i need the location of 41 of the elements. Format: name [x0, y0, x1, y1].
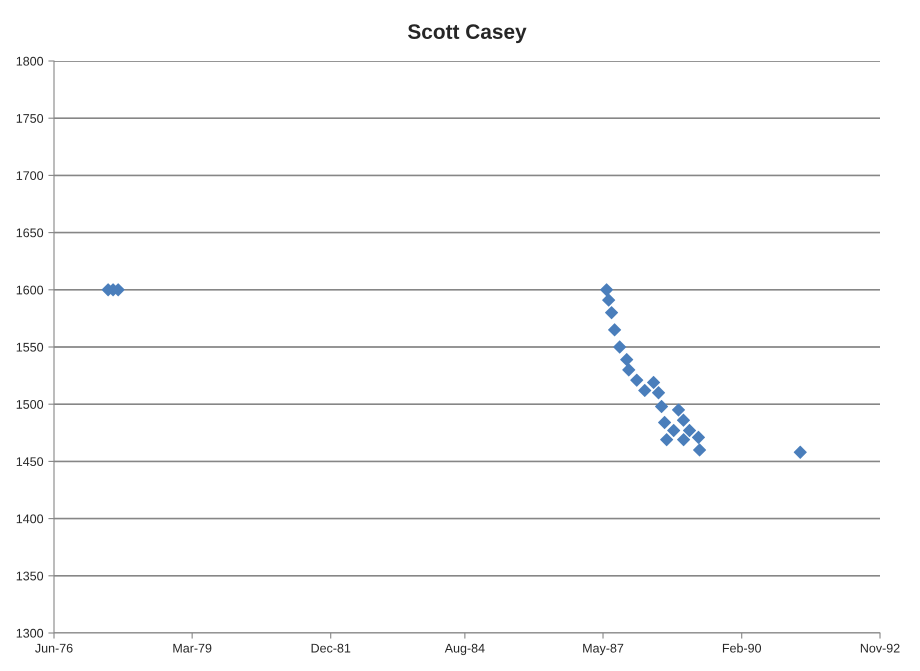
y-tick-label: 1450 — [16, 457, 44, 466]
point — [647, 376, 660, 390]
point — [794, 446, 807, 459]
point — [654, 400, 668, 414]
y-tick-label: 1500 — [16, 400, 44, 409]
y-tick-label: 1750 — [16, 114, 44, 123]
point — [630, 374, 644, 387]
x-tick-label: Feb-90 — [722, 643, 762, 653]
point — [693, 443, 706, 457]
point — [608, 323, 622, 336]
x-tick-label: Dec-81 — [312, 644, 350, 653]
x-tick-label: May-87 — [583, 644, 624, 656]
point — [620, 353, 634, 366]
y-tick-label: 1350 — [16, 572, 44, 580]
y-tick-label: 1400 — [16, 514, 44, 524]
y-tick-label: 1700 — [16, 171, 44, 180]
y-tick-label: 1650 — [16, 228, 44, 238]
point — [667, 424, 680, 438]
x-tick-label: Aug-84 — [444, 644, 485, 656]
point — [658, 416, 672, 430]
y-tick-label: 1600 — [16, 286, 44, 294]
y-tick-label: 1550 — [16, 342, 44, 352]
y-tick-label: 1800 — [16, 56, 44, 66]
point — [652, 386, 666, 400]
x-tick-label: Mar-79 — [173, 644, 212, 653]
point — [638, 384, 652, 398]
point — [672, 403, 686, 416]
point — [676, 414, 690, 427]
point — [622, 363, 636, 376]
point — [660, 433, 674, 446]
x-tick-label: Nov-92 — [860, 644, 900, 653]
point — [677, 433, 690, 446]
y-tick-label: 1300 — [16, 628, 44, 638]
point — [602, 294, 616, 307]
point — [604, 306, 618, 320]
point — [613, 340, 626, 354]
point — [600, 283, 614, 296]
point — [692, 430, 706, 444]
x-tick-label: Jun-76 — [35, 644, 73, 653]
chart-title: Scott Casey — [408, 24, 527, 44]
point — [682, 424, 696, 438]
